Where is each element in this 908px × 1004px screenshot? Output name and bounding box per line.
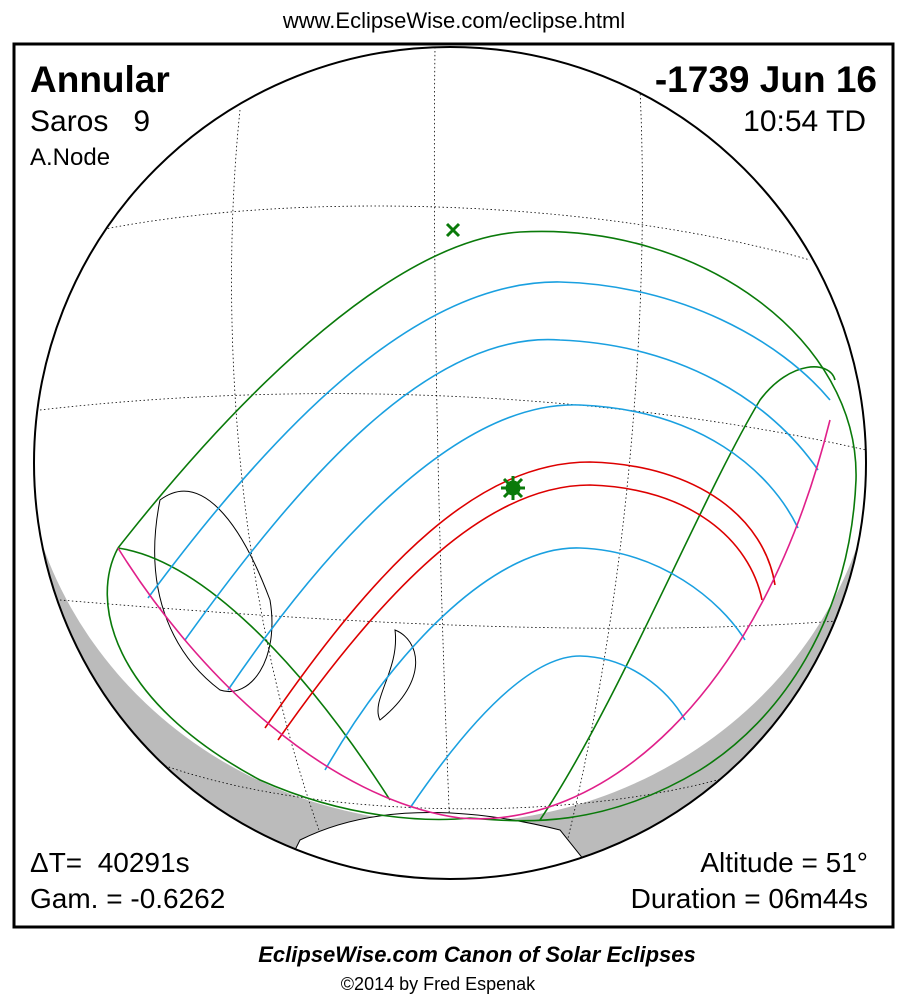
eclipse-paths <box>106 230 857 822</box>
saros: Saros 9 <box>30 105 150 138</box>
greatest-eclipse-marker <box>445 222 461 238</box>
node: A.Node <box>30 144 110 171</box>
delta-t: ΔT= 40291s <box>30 847 190 878</box>
url: www.EclipseWise.com/eclipse.html <box>282 8 625 33</box>
gamma: Gam. = -0.6262 <box>30 883 225 914</box>
eclipse-type: Annular <box>30 59 170 100</box>
copyright: ©2014 by Fred Espenak <box>341 974 536 994</box>
eclipse-date: -1739 Jun 16 <box>655 59 877 100</box>
altitude: Altitude = 51° <box>700 847 868 878</box>
greatest-duration-marker <box>501 476 525 500</box>
globe-outline <box>33 46 867 880</box>
footer-title: EclipseWise.com Canon of Solar Eclipses <box>258 942 696 967</box>
time: 10:54 TD <box>743 105 866 138</box>
duration: Duration = 06m44s <box>631 883 868 914</box>
